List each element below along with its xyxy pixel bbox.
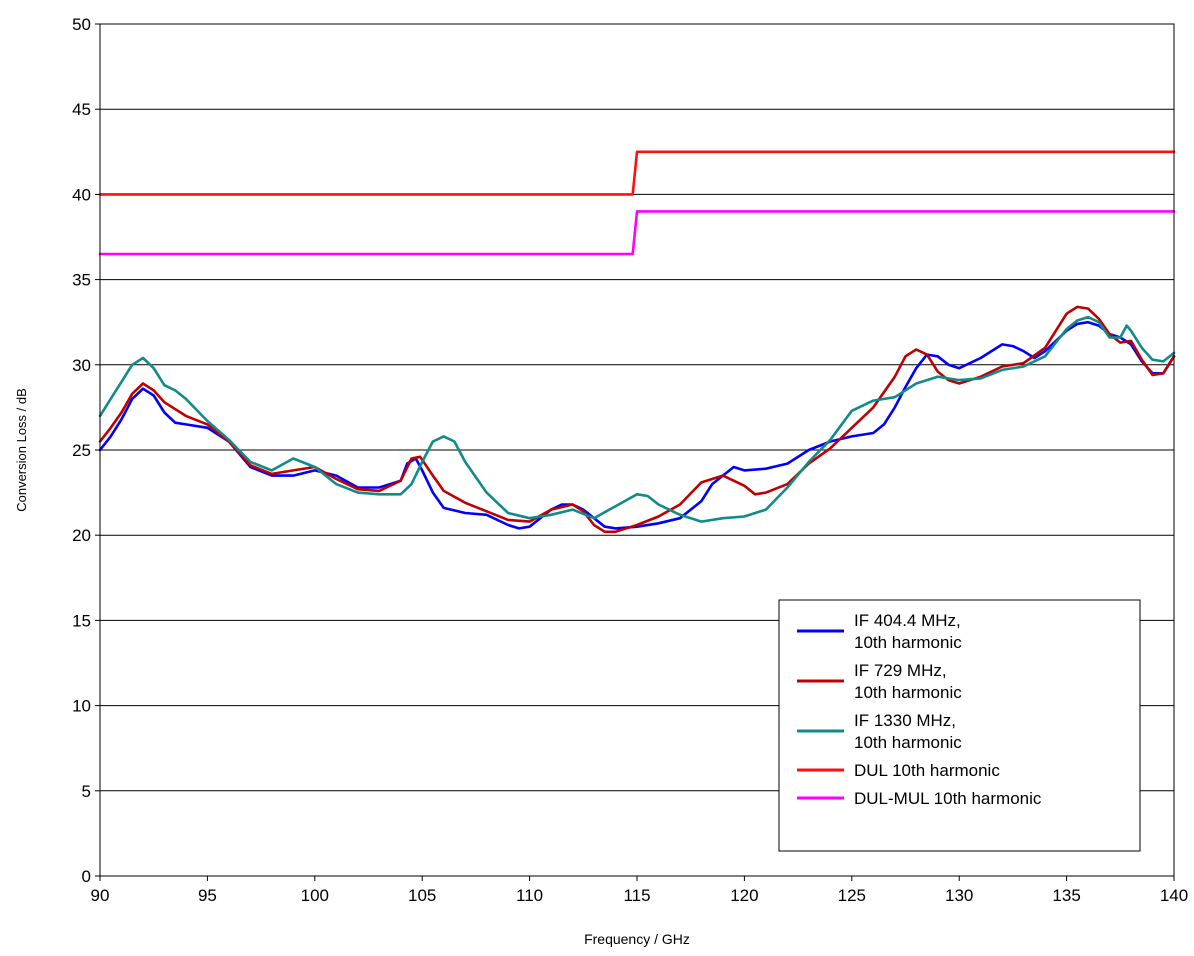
y-tick-label: 15 xyxy=(72,611,91,630)
x-tick-label: 125 xyxy=(838,886,866,905)
x-tick-label: 140 xyxy=(1160,886,1188,905)
legend-label-2: IF 1330 MHz, 10th harmonic xyxy=(854,711,962,752)
x-tick-label: 110 xyxy=(516,886,543,905)
series-line-0 xyxy=(98,320,1176,530)
y-tick-label: 25 xyxy=(72,441,91,460)
x-tick-label: 135 xyxy=(1052,886,1080,905)
legend: IF 404.4 MHz, 10th harmonic IF 729 MHz, 10t… xyxy=(778,599,1141,852)
y-tick-label: 20 xyxy=(72,526,91,545)
series-line-3 xyxy=(98,150,1176,196)
legend-label-3: DUL 10th harmonic xyxy=(854,761,1000,780)
x-tick-label: 130 xyxy=(945,886,973,905)
y-tick-label: 40 xyxy=(72,185,91,204)
x-tick-label: 95 xyxy=(198,886,217,905)
legend-label-4: DUL-MUL 10th harmonic xyxy=(854,789,1042,808)
y-tick-label: 30 xyxy=(72,356,91,375)
legend-box xyxy=(778,599,1141,852)
series-line-2 xyxy=(98,315,1176,523)
x-tick-label: 105 xyxy=(408,886,436,905)
y-tick-label: 10 xyxy=(72,697,91,716)
series-line-1 xyxy=(98,305,1176,534)
tick-layer: 0 5 10 15 20 25 30 35 40 45 50 90 95 100 105 110 115 120 1… xyxy=(72,15,1188,905)
y-axis-label: Conversion Loss / dB xyxy=(14,388,29,512)
y-tick-label: 35 xyxy=(72,271,91,290)
x-tick-label: 90 xyxy=(91,886,110,905)
series-layer xyxy=(98,150,1176,534)
x-tick-label: 120 xyxy=(730,886,758,905)
x-tick-label: 115 xyxy=(623,886,650,905)
x-axis-label: Frequency / GHz xyxy=(584,931,690,947)
legend-label-1: IF 729 MHz, 10th harmonic xyxy=(854,661,962,702)
x-tick-label: 100 xyxy=(301,886,329,905)
series-line-4 xyxy=(98,210,1176,256)
y-tick-label: 0 xyxy=(82,867,91,886)
legend-label-0: IF 404.4 MHz, 10th harmonic xyxy=(854,611,962,652)
y-tick-label: 50 xyxy=(72,15,91,34)
y-tick-label: 5 xyxy=(82,782,91,801)
grid-layer xyxy=(100,108,1174,792)
y-tick-label: 45 xyxy=(72,100,91,119)
